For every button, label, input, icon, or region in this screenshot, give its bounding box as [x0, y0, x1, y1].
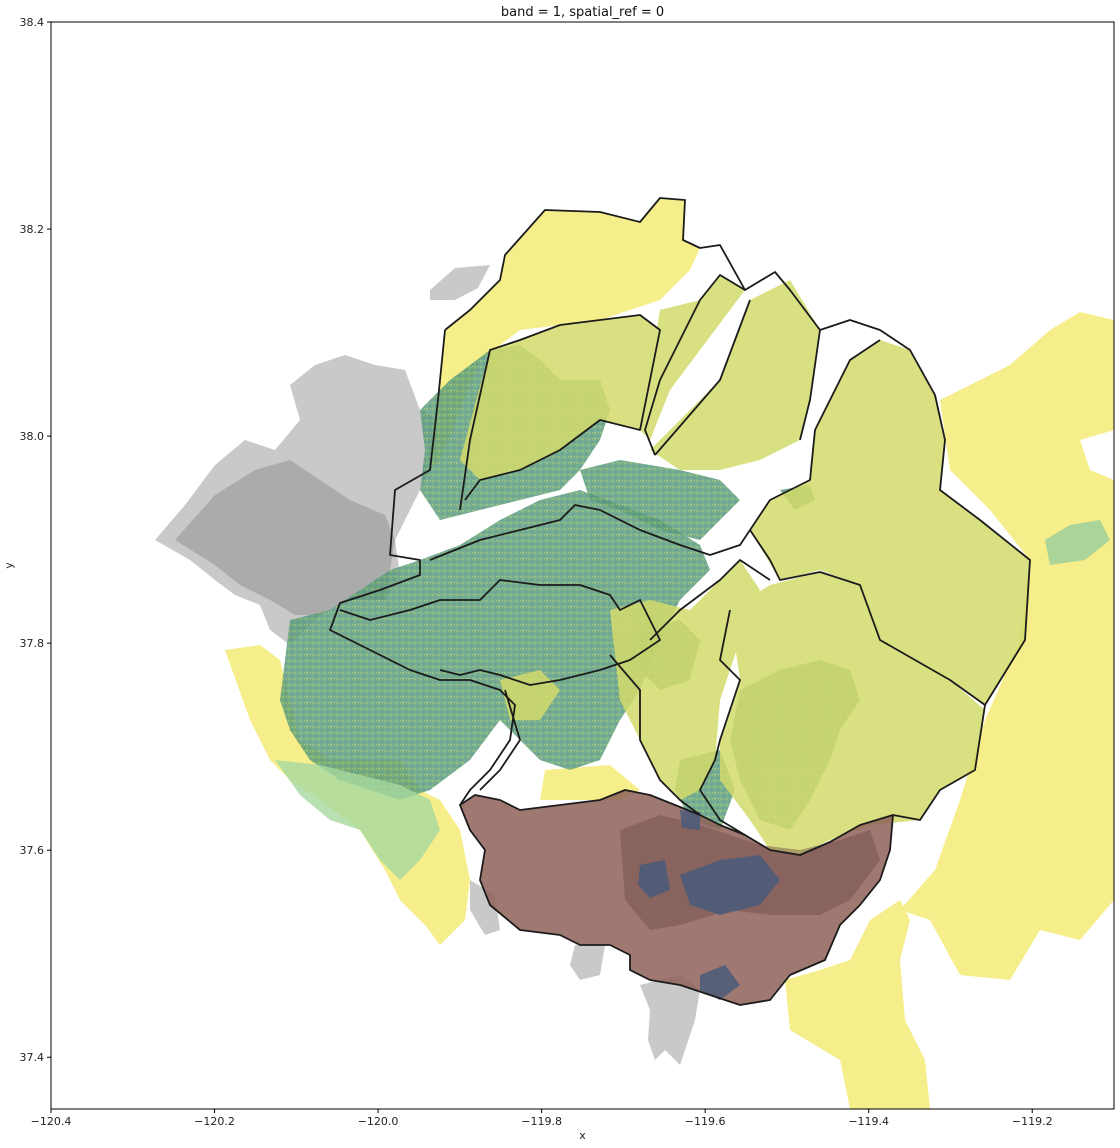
yellow-region-east [900, 312, 1114, 980]
watershed-north-3 [650, 280, 820, 470]
green-raster-far-east [1045, 520, 1110, 565]
green-raster-central [580, 460, 740, 540]
outline-central-4 [649, 559, 771, 836]
y-tick-label: 37.4 [20, 1051, 45, 1064]
x-tick-label: −120.4 [31, 1115, 72, 1128]
chart-title: band = 1, spatial_ref = 0 [500, 5, 665, 20]
green-raster-southwest [275, 760, 440, 880]
watershed-east-center [720, 572, 985, 855]
outline-outer-north [444, 197, 1031, 821]
blue-raster-3 [700, 965, 740, 1000]
y-axis-ticks: 37.4 37.6 37.8 38.0 38.2 38.4 [20, 16, 51, 1064]
outline-north-1 [459, 314, 661, 511]
yellow-region-north [430, 198, 700, 470]
brown-watershed-body [460, 790, 893, 1005]
gray-regions [155, 265, 700, 1065]
x-tick-label: −119.2 [1012, 1115, 1053, 1128]
outline-outer-west [329, 329, 516, 806]
outline-central-2 [749, 529, 986, 706]
blue-raster-1 [680, 855, 780, 915]
gray-region-south-2 [570, 945, 605, 980]
yellow-region-south-center [540, 765, 640, 800]
watershed-central-south [610, 560, 760, 800]
watershed-north-1 [460, 315, 660, 480]
blue-raster-4 [680, 810, 700, 830]
gray-region-north [430, 265, 490, 300]
outline-brown [459, 789, 894, 1006]
y-tick-label: 38.0 [20, 430, 45, 443]
blue-raster-2 [638, 860, 670, 898]
watershed-outlines [329, 197, 1031, 1006]
y-tick-label: 37.6 [20, 844, 45, 857]
x-tick-label: −120.2 [194, 1115, 235, 1128]
plot-frame [50, 21, 1115, 1110]
y-tick-label: 38.2 [20, 223, 45, 236]
outline-central-3 [339, 579, 661, 686]
watershed-ne [750, 340, 1030, 705]
outline-north-2 [644, 274, 746, 456]
outline-central-5 [609, 654, 701, 816]
y-tick-label: 38.4 [20, 16, 45, 29]
outline-central-1 [429, 339, 881, 561]
green-raster-west [280, 490, 710, 800]
x-tick-label: −119.6 [685, 1115, 726, 1128]
map-layers [155, 197, 1114, 1109]
outline-north-3 [654, 299, 821, 456]
x-tick-label: −120.0 [358, 1115, 399, 1128]
x-tick-label: −119.4 [848, 1115, 889, 1128]
brown-watershed [460, 790, 893, 1005]
yellow-region-southeast [785, 860, 930, 1109]
gray-region-west-dark [175, 460, 395, 615]
outline-central-6 [479, 689, 521, 791]
watershed-north-2 [640, 275, 745, 440]
x-axis-label: x [579, 1129, 586, 1142]
gray-region-south-3 [640, 975, 700, 1065]
x-axis-ticks: −120.4 −120.2 −120.0 −119.8 −119.6 −119.4 −119… [31, 1109, 1053, 1128]
x-tick-label: −119.8 [521, 1115, 562, 1128]
y-tick-label: 37.8 [20, 637, 45, 650]
